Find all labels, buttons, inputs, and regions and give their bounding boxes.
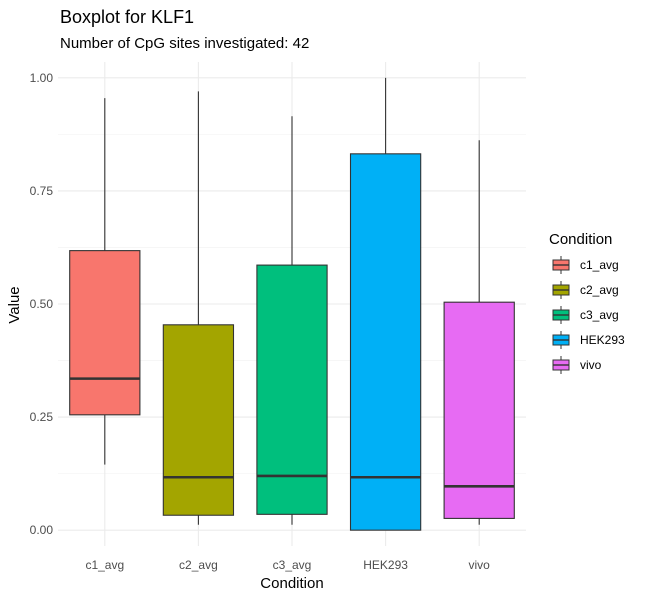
y-tick-label: 0.25 <box>30 410 54 424</box>
y-tick-label: 1.00 <box>30 71 54 85</box>
box-body <box>69 250 141 416</box>
box-body <box>443 301 515 519</box>
legend: c1_avg c2_avg c3_avg HEK293 vivo <box>552 256 625 374</box>
legend-label: c3_avg <box>580 308 619 322</box>
legend-label: c1_avg <box>580 258 619 272</box>
x-tick-label: vivo <box>469 558 491 572</box>
x-tick-label: c3_avg <box>273 558 312 572</box>
y-tick-label: 0.75 <box>30 184 54 198</box>
legend-item-c1_avg: c1_avg <box>552 256 619 274</box>
legend-item-c2_avg: c2_avg <box>552 281 619 299</box>
y-tick-label: 0.50 <box>30 297 54 311</box>
x-axis-ticks: c1_avg c2_avg c3_avg HEK293 vivo <box>85 558 490 572</box>
y-tick-label: 0.00 <box>30 523 54 537</box>
box-body <box>162 324 235 516</box>
x-tick-label: c1_avg <box>85 558 124 572</box>
legend-item-c3_avg: c3_avg <box>552 306 619 324</box>
box-c3_avg <box>256 116 328 525</box>
box-body <box>256 264 328 515</box>
x-tick-label: HEK293 <box>363 558 408 572</box>
legend-label: HEK293 <box>580 333 625 347</box>
x-tick-label: c2_avg <box>179 558 218 572</box>
x-axis-title: Condition <box>260 575 323 592</box>
legend-item-vivo: vivo <box>552 356 602 374</box>
box-vivo <box>443 140 515 525</box>
legend-label: c2_avg <box>580 283 619 297</box>
chart-subtitle: Number of CpG sites investigated: 42 <box>60 35 309 52</box>
legend-label: vivo <box>580 358 602 372</box>
box-HEK293 <box>349 77 422 531</box>
y-axis-title: Value <box>6 286 23 323</box>
box-series <box>69 77 515 531</box>
box-c2_avg <box>162 91 235 525</box>
legend-item-HEK293: HEK293 <box>552 331 625 349</box>
legend-title: Condition <box>549 231 612 248</box>
box-body <box>349 153 422 531</box>
box-c1_avg <box>69 98 141 465</box>
y-axis-ticks: 0.00 0.25 0.50 0.75 1.00 <box>30 71 54 537</box>
chart-title: Boxplot for KLF1 <box>60 7 194 27</box>
